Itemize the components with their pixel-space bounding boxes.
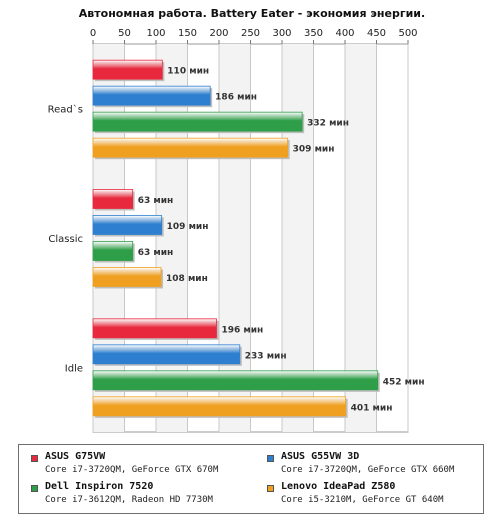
- bar-value-label: 110 мин: [167, 67, 209, 77]
- legend-swatch-3: [267, 485, 274, 492]
- bar: [92, 137, 289, 158]
- legend-spec-0: Core i7-3720QM, GeForce GTX 670M: [45, 465, 219, 475]
- x-tick-label: 0: [90, 28, 96, 39]
- x-tick-label: 450: [367, 28, 386, 39]
- x-tick-label: 300: [272, 28, 291, 39]
- x-tick-label: 150: [178, 28, 197, 39]
- bar: [92, 370, 379, 391]
- bar-value-label: 233 мин: [245, 351, 287, 361]
- legend-name-3: Lenovo IdeaPad Z580: [281, 481, 396, 492]
- bar-value-label: 309 мин: [293, 145, 335, 155]
- legend-name-1: ASUS G55VW 3D: [281, 451, 360, 462]
- bar: [92, 241, 134, 261]
- x-tick-label: 400: [335, 28, 354, 39]
- x-axis-ticks: 0 50 100 150 200 250 300 350 400 450 500: [90, 28, 418, 44]
- x-tick-label: 100: [146, 28, 165, 39]
- legend-swatch-0: [31, 455, 38, 462]
- category-labels: Read`s Classic Idle: [48, 104, 83, 375]
- legend-spec-2: Core i7-3612QM, Radeon HD 7730M: [45, 495, 213, 505]
- bar-value-label: 63 мин: [138, 248, 174, 258]
- bar-value-label: 332 мин: [307, 119, 349, 129]
- category-label: Idle: [65, 363, 83, 374]
- legend-swatch-2: [31, 485, 38, 492]
- category-label: Classic: [48, 234, 83, 245]
- grid-lines: [92, 44, 409, 432]
- x-tick-label: 50: [118, 28, 131, 39]
- bar: [92, 85, 211, 106]
- bar-value-label: 186 мин: [215, 93, 257, 103]
- bar: [92, 396, 347, 417]
- legend-spec-1: Core i7-3720QM, GeForce GTX 660M: [281, 465, 455, 475]
- x-tick-label: 500: [398, 28, 417, 39]
- bars: [92, 59, 380, 418]
- legend-swatch-1: [267, 455, 274, 462]
- bar-value-label: 196 мин: [221, 325, 263, 335]
- legend: ASUS G75VW Core i7-3720QM, GeForce GTX 6…: [18, 444, 484, 514]
- bar: [92, 111, 303, 132]
- bar: [92, 189, 134, 209]
- bar: [92, 267, 162, 287]
- value-labels: 110 мин 186 мин 332 мин 309 мин 63 мин 109 ми…: [138, 67, 425, 414]
- bar-value-label: 401 мин: [351, 403, 393, 413]
- bar: [92, 318, 217, 339]
- x-tick-label: 200: [209, 28, 228, 39]
- bar: [92, 344, 241, 365]
- legend-spec-3: Core i5-3210M, GeForce GT 640M: [281, 495, 444, 505]
- x-tick-label: 350: [304, 28, 323, 39]
- bar-value-label: 109 мин: [167, 222, 209, 232]
- bar-value-label: 452 мин: [383, 377, 425, 387]
- chart-svg: Автономная работа. Battery Eater - эконо…: [48, 7, 425, 433]
- legend-name-0: ASUS G75VW: [45, 451, 106, 462]
- legend-name-2: Dell Inspiron 7520: [45, 481, 154, 492]
- x-tick-label: 250: [241, 28, 260, 39]
- bar: [92, 59, 163, 80]
- bar-value-label: 108 мин: [166, 274, 208, 284]
- bar: [92, 215, 163, 235]
- category-label: Read`s: [48, 104, 83, 116]
- chart-title: Автономная работа. Battery Eater - эконо…: [79, 7, 425, 20]
- bar-value-label: 63 мин: [138, 196, 174, 206]
